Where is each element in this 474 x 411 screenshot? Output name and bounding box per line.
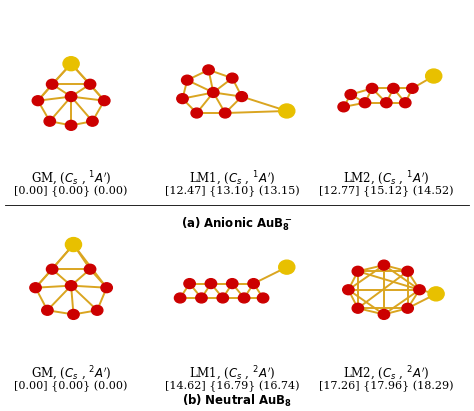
- Circle shape: [182, 75, 193, 85]
- Circle shape: [44, 116, 55, 126]
- Circle shape: [366, 83, 378, 93]
- Circle shape: [208, 88, 219, 97]
- Text: GM, ($C_s$ , $^1A'$): GM, ($C_s$ , $^1A'$): [31, 170, 111, 188]
- Circle shape: [238, 293, 250, 303]
- Text: [12.47] {13.10} (13.15): [12.47] {13.10} (13.15): [165, 185, 300, 197]
- Circle shape: [174, 293, 186, 303]
- Circle shape: [217, 293, 228, 303]
- Circle shape: [84, 264, 96, 274]
- Circle shape: [248, 279, 259, 289]
- Circle shape: [46, 79, 58, 89]
- Text: LM2, ($C_s$ , $^1A'$): LM2, ($C_s$ , $^1A'$): [343, 170, 429, 188]
- Text: $\bf{(b)\ Neutral\ AuB_8}$: $\bf{(b)\ Neutral\ AuB_8}$: [182, 393, 292, 409]
- Circle shape: [32, 96, 44, 106]
- Circle shape: [196, 293, 207, 303]
- Circle shape: [414, 285, 425, 295]
- Circle shape: [407, 83, 418, 93]
- Circle shape: [68, 309, 79, 319]
- Circle shape: [219, 108, 231, 118]
- Circle shape: [236, 92, 247, 102]
- Circle shape: [257, 293, 269, 303]
- Circle shape: [402, 266, 413, 276]
- Circle shape: [279, 104, 295, 118]
- Circle shape: [426, 69, 442, 83]
- Circle shape: [65, 238, 82, 252]
- Circle shape: [343, 285, 354, 295]
- Text: [12.77] {15.12} (14.52): [12.77] {15.12} (14.52): [319, 185, 454, 197]
- Text: LM1, ($C_s$ , $^2A'$): LM1, ($C_s$ , $^2A'$): [189, 365, 275, 383]
- Circle shape: [345, 90, 356, 99]
- Circle shape: [352, 303, 364, 313]
- Circle shape: [400, 98, 411, 108]
- Circle shape: [388, 83, 399, 93]
- Circle shape: [428, 287, 444, 301]
- Circle shape: [381, 98, 392, 108]
- Text: [0.00] {0.00} (0.00): [0.00] {0.00} (0.00): [14, 185, 128, 197]
- Text: [0.00] {0.00} (0.00): [0.00] {0.00} (0.00): [14, 381, 128, 392]
- Text: LM2, ($C_s$ , $^2A'$): LM2, ($C_s$ , $^2A'$): [343, 365, 429, 383]
- Circle shape: [378, 309, 390, 319]
- Circle shape: [42, 305, 53, 315]
- Circle shape: [65, 120, 77, 130]
- Text: LM1, ($C_s$ , $^1A'$): LM1, ($C_s$ , $^1A'$): [189, 170, 275, 188]
- Circle shape: [87, 116, 98, 126]
- Circle shape: [191, 108, 202, 118]
- Circle shape: [227, 73, 238, 83]
- Circle shape: [378, 260, 390, 270]
- Circle shape: [177, 94, 188, 104]
- Text: $\bf{(a)\ Anionic\ AuB_8^-}$: $\bf{(a)\ Anionic\ AuB_8^-}$: [181, 215, 293, 233]
- Circle shape: [352, 266, 364, 276]
- Circle shape: [279, 260, 295, 274]
- Circle shape: [30, 283, 41, 293]
- Text: GM, ($C_s$ , $^2A'$): GM, ($C_s$ , $^2A'$): [31, 365, 111, 383]
- Circle shape: [338, 102, 349, 112]
- Circle shape: [227, 279, 238, 289]
- Circle shape: [65, 281, 77, 291]
- Circle shape: [91, 305, 103, 315]
- Circle shape: [84, 79, 96, 89]
- Text: [14.62] {16.79} (16.74): [14.62] {16.79} (16.74): [165, 381, 300, 392]
- Circle shape: [99, 96, 110, 106]
- Circle shape: [203, 65, 214, 75]
- Text: [17.26] {17.96} (18.29): [17.26] {17.96} (18.29): [319, 381, 454, 392]
- Circle shape: [184, 279, 195, 289]
- Circle shape: [205, 279, 217, 289]
- Circle shape: [402, 303, 413, 313]
- Circle shape: [101, 283, 112, 293]
- Circle shape: [63, 57, 79, 71]
- Circle shape: [359, 98, 371, 108]
- Circle shape: [65, 92, 77, 102]
- Circle shape: [46, 264, 58, 274]
